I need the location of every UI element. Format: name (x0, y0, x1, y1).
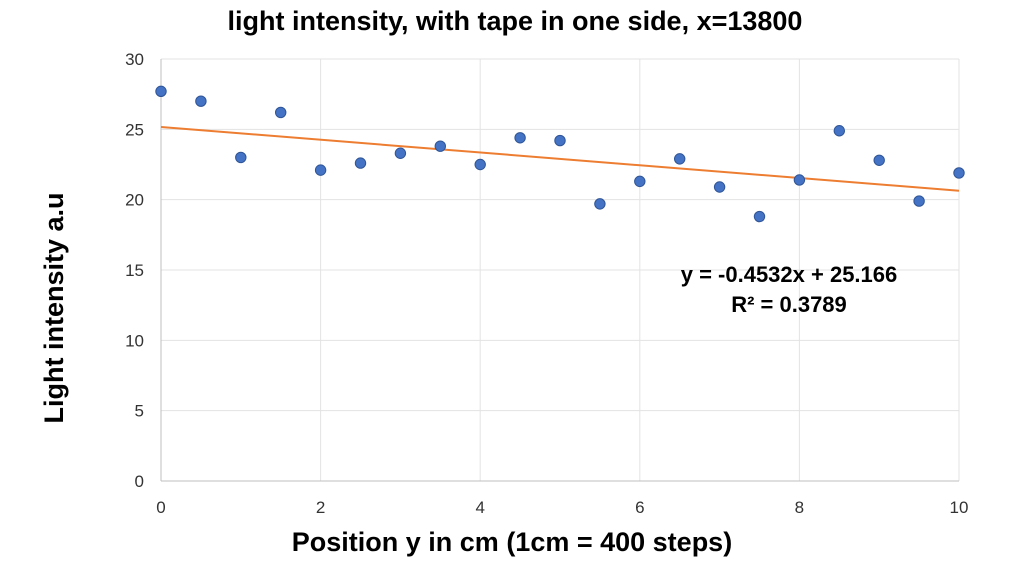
y-tick-label: 20 (125, 191, 144, 210)
data-point (554, 134, 566, 147)
data-point (833, 125, 845, 137)
data-point (873, 154, 885, 166)
y-tick-label: 0 (135, 472, 144, 491)
data-point (235, 151, 247, 164)
data-point (354, 157, 367, 169)
y-axis-title: Light intensity a.u (39, 192, 69, 423)
data-point (793, 174, 806, 186)
y-tick-label: 10 (125, 331, 144, 350)
y-tick-label: 5 (135, 402, 144, 421)
data-point (594, 198, 606, 210)
x-tick-label: 6 (635, 498, 644, 517)
data-point (275, 106, 287, 119)
data-point (913, 195, 925, 207)
x-tick-label: 0 (156, 498, 165, 517)
data-point (394, 147, 407, 159)
data-point (514, 132, 526, 144)
trendline (160, 126, 960, 192)
data-point (634, 175, 646, 188)
data-point (753, 210, 766, 223)
data-point (314, 164, 327, 176)
data-point (195, 95, 207, 107)
x-axis-title: Position y in cm (1cm = 400 steps) (292, 527, 732, 557)
data-points (155, 85, 965, 223)
x-tick-label: 2 (316, 498, 325, 517)
trendline-equation: y = -0.4532x + 25.166 (681, 262, 898, 287)
data-point (434, 140, 446, 152)
data-point (953, 167, 965, 179)
y-tick-label: 30 (125, 50, 144, 69)
data-point (155, 85, 167, 98)
chart-title: light intensity, with tape in one side, … (228, 6, 803, 36)
trendline-r-squared: R² = 0.3789 (731, 292, 847, 317)
x-tick-label: 8 (795, 498, 804, 517)
axes (160, 59, 959, 482)
tick-labels: 0 5 10 15 20 25 30 0 2 4 6 8 10 (125, 50, 968, 517)
y-tick-label: 25 (125, 120, 144, 139)
gridlines (161, 58, 960, 481)
y-tick-label: 15 (125, 261, 144, 280)
trendline-layer (160, 126, 960, 192)
data-point (713, 181, 726, 193)
x-tick-label: 4 (475, 498, 484, 517)
data-point (674, 153, 686, 165)
data-point (474, 158, 486, 171)
x-tick-label: 10 (950, 498, 969, 517)
